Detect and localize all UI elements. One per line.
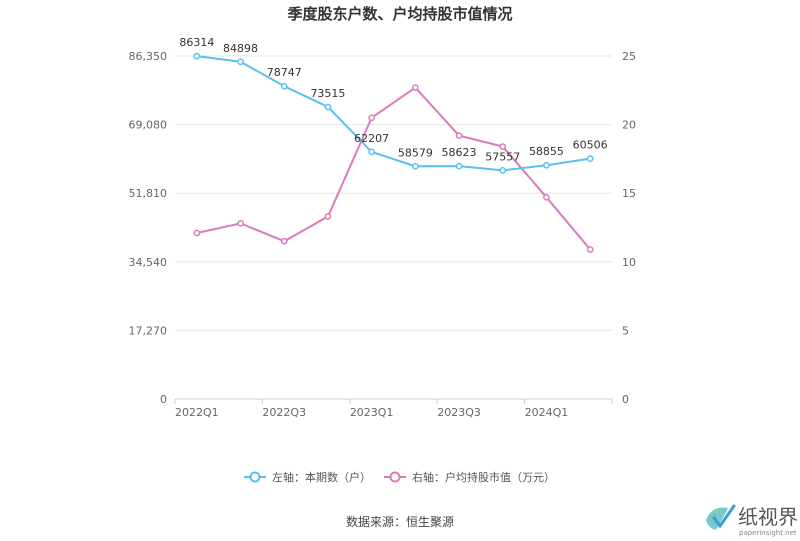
left-axis: 0 17,270 34,540 51,810 69,080 86,350 xyxy=(129,50,168,406)
legend-item-households[interactable]: 左轴：本期数（户） xyxy=(244,470,371,484)
data-label: 60506 xyxy=(573,139,608,152)
legend-label-avg-value: 右轴：户均持股市值（万元） xyxy=(412,470,555,484)
data-labels: 86314 84898 78747 73515 62207 58579 58623 57557… xyxy=(179,36,607,163)
series-point-1[interactable] xyxy=(237,220,244,227)
series-point-1[interactable] xyxy=(455,132,463,139)
series-point-0[interactable] xyxy=(455,162,463,170)
x-tick-label: 2023Q3 xyxy=(437,406,481,419)
series-point-1[interactable] xyxy=(586,246,594,253)
legend-item-avg-value[interactable]: 右轴：户均持股市值（万元） xyxy=(384,470,555,484)
data-label: 57557 xyxy=(485,150,520,163)
x-tick-label: 2023Q1 xyxy=(350,406,394,419)
series-point-0[interactable] xyxy=(324,103,332,111)
series-point-0[interactable] xyxy=(499,167,507,174)
series-point-0[interactable] xyxy=(193,52,201,60)
x-tick-label: 2022Q1 xyxy=(175,406,219,419)
left-tick-label: 86,350 xyxy=(129,50,168,63)
legend-label-households: 左轴：本期数（户） xyxy=(272,470,371,484)
left-tick-label: 17,270 xyxy=(129,324,168,337)
series-point-1[interactable] xyxy=(543,193,550,201)
data-label: 73515 xyxy=(310,87,345,100)
series-line-0 xyxy=(196,55,591,172)
series-point-0[interactable] xyxy=(543,161,550,169)
series-layer xyxy=(193,52,594,253)
series-point-0[interactable] xyxy=(280,82,288,90)
series-point-1[interactable] xyxy=(193,229,201,237)
chart-title: 季度股东户数、户均持股市值情况 xyxy=(287,5,512,23)
right-tick-label: 5 xyxy=(622,324,629,337)
data-label: 62207 xyxy=(354,132,389,145)
data-label: 58623 xyxy=(442,146,477,159)
series-point-0[interactable] xyxy=(412,162,419,170)
series-point-0[interactable] xyxy=(368,148,375,156)
data-label: 58579 xyxy=(398,146,433,159)
grid-lines xyxy=(175,55,612,400)
series-point-1[interactable] xyxy=(412,84,419,91)
x-axis: 2022Q1 2022Q3 2023Q1 2023Q3 2024Q1 xyxy=(174,399,613,419)
series-point-0[interactable] xyxy=(237,58,244,66)
right-tick-label: 15 xyxy=(622,187,636,200)
left-tick-label: 51,810 xyxy=(129,187,168,200)
data-label: 78747 xyxy=(267,66,302,79)
left-tick-label: 34,540 xyxy=(129,256,168,269)
data-label: 58855 xyxy=(529,145,564,158)
watermark-name: 纸视界 xyxy=(738,505,798,529)
watermark-url: paperinsight.net xyxy=(739,529,797,537)
legend: 左轴：本期数（户） 右轴：户均持股市值（万元） xyxy=(244,470,555,484)
data-label: 84898 xyxy=(223,42,258,55)
right-axis: 0 5 10 15 20 25 xyxy=(622,50,636,406)
watermark-leaf-icon xyxy=(706,507,728,530)
series-point-1[interactable] xyxy=(499,143,507,150)
right-tick-label: 10 xyxy=(622,256,636,269)
series-point-1[interactable] xyxy=(324,213,332,220)
right-tick-label: 25 xyxy=(622,50,636,63)
right-tick-label: 20 xyxy=(622,119,636,132)
right-tick-label: 0 xyxy=(622,393,629,406)
watermark-check-icon xyxy=(712,504,736,529)
series-line-1 xyxy=(196,86,591,251)
series-point-1[interactable] xyxy=(368,114,375,122)
x-tick-label: 2022Q3 xyxy=(262,406,306,419)
data-source: 数据来源：恒生聚源 xyxy=(346,514,454,529)
left-tick-label: 69,080 xyxy=(129,119,168,132)
x-tick-label: 2024Q1 xyxy=(525,406,569,419)
series-point-1[interactable] xyxy=(280,237,288,245)
watermark-logo: 纸视界 paperinsight.net xyxy=(706,504,798,537)
series-point-0[interactable] xyxy=(586,155,594,163)
data-label: 86314 xyxy=(179,36,214,49)
left-tick-label: 0 xyxy=(160,393,167,406)
